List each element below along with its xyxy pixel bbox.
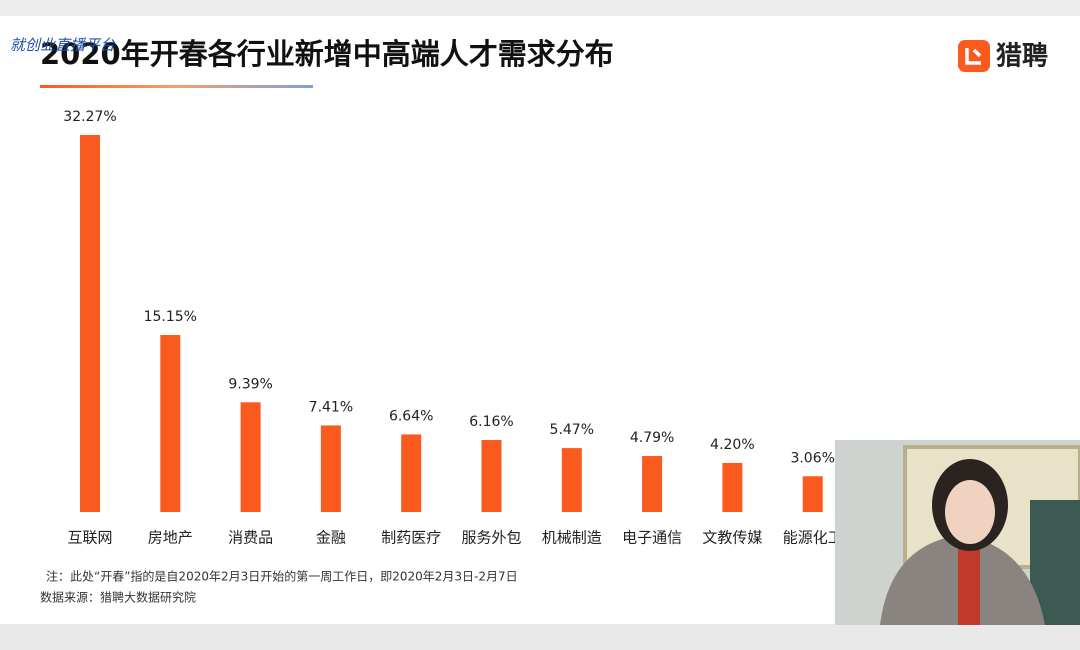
- note: 注：此处“开春”指的是自2020年2月3日开始的第一周工作日，即2020年2月3…: [46, 569, 518, 584]
- x-tick-label: 互联网: [67, 529, 112, 547]
- bar: [481, 440, 502, 512]
- value-label: 5.47%: [550, 422, 594, 438]
- x-tick-label: 电子通信: [622, 529, 682, 547]
- value-label: 6.64%: [389, 408, 433, 424]
- chart-title: 2020年开春各行业新增中高端人才需求分布: [40, 37, 614, 71]
- value-label: 4.20%: [710, 437, 754, 453]
- bottom-bar: [0, 624, 1080, 650]
- x-tick-label: 房地产: [148, 529, 193, 547]
- webcam-shirt: [958, 545, 980, 625]
- brand: 猎聘: [996, 42, 1048, 72]
- bar: [80, 135, 100, 512]
- x-tick-label: 能源化工: [783, 529, 843, 547]
- title-underline: [40, 85, 313, 88]
- value-label: 7.41%: [309, 399, 353, 415]
- x-tick-label: 金融: [316, 529, 346, 547]
- bar: [642, 456, 663, 512]
- logo-icon: [958, 40, 990, 72]
- source: 数据来源：猎聘大数据研究院: [40, 590, 196, 605]
- x-tick-label: 文教传媒: [702, 529, 762, 547]
- value-label: 3.06%: [790, 450, 834, 466]
- webcam: [835, 440, 1080, 625]
- bar: [722, 462, 743, 512]
- watermark: 就创业直播平台: [10, 36, 116, 54]
- bar: [160, 335, 181, 512]
- value-label: 15.15%: [144, 309, 197, 325]
- value-label: 32.27%: [63, 109, 116, 125]
- bar: [401, 434, 422, 512]
- bar: [240, 402, 261, 512]
- logo-glyph: [965, 48, 982, 65]
- value-label: 6.16%: [469, 414, 513, 430]
- x-tick-label: 机械制造: [542, 529, 602, 547]
- bar: [561, 448, 582, 512]
- webcam-face: [945, 480, 995, 544]
- plot: 32.27% 互联网 15.15% 房地产 9.39% 消费品 7.41% 金融 6.64% 制药…: [63, 109, 842, 547]
- value-label: 9.39%: [228, 376, 272, 392]
- x-tick-label: 服务外包: [461, 529, 521, 547]
- bar: [320, 425, 341, 512]
- x-tick-label: 消费品: [228, 529, 273, 547]
- bar: [802, 476, 823, 512]
- top-bar: [0, 0, 1080, 16]
- value-label: 4.79%: [630, 430, 674, 446]
- x-tick-label: 制药医疗: [381, 529, 441, 547]
